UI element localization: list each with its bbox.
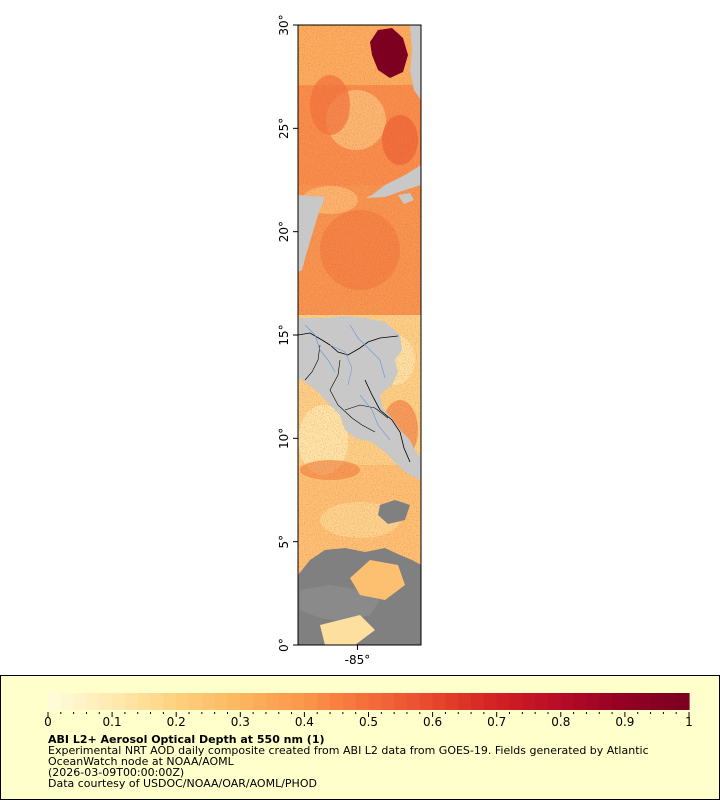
- colorbar-segment: [291, 693, 305, 710]
- legend-description-continued: OceanWatch node at NOAA/AOML: [48, 755, 234, 768]
- colorbar-segment: [150, 693, 164, 710]
- legend-credit: Data courtesy of USDOC/NOAA/OAR/AOML/PHO…: [48, 777, 317, 790]
- lat-tick-label: 10°: [277, 428, 291, 449]
- lat-tick-label: 5°: [277, 535, 291, 549]
- lat-tick-label: 20°: [277, 221, 291, 242]
- colorbar-segment: [573, 693, 588, 710]
- colorbar-tick-label: 0: [44, 715, 52, 729]
- colorbar-tick-label: 0.6: [423, 715, 442, 729]
- colorbar-segment: [471, 693, 485, 710]
- aod-field: [298, 25, 421, 645]
- colorbar-segment: [586, 693, 600, 710]
- legend-title: ABI L2+ Aerosol Optical Depth at 550 nm …: [48, 733, 325, 746]
- legend-panel: 0 0.1 0.2 0.3 0.4 0.5 0.6 0.7 0.8 0.9 1 ABI L2+ Ae…: [0, 675, 720, 800]
- legend-description: Experimental NRT AOD daily composite cre…: [48, 744, 649, 757]
- colorbar-segment: [253, 693, 267, 710]
- latitude-axis: 0° 5° 10° 15° 20° 25° 30°: [277, 14, 298, 652]
- lon-tick-label: -85°: [345, 653, 371, 667]
- colorbar-segment: [368, 693, 382, 710]
- colorbar-segment: [304, 693, 318, 710]
- colorbar-segment: [137, 693, 152, 710]
- colorbar-segment: [124, 693, 139, 710]
- colorbar-segment: [419, 693, 434, 710]
- colorbar-segment: [189, 693, 203, 710]
- colorbar-segment: [86, 693, 100, 710]
- colorbar-segment: [522, 693, 536, 710]
- colorbar-segment: [509, 693, 523, 710]
- colorbar-segment: [496, 693, 511, 710]
- colorbar-segment: [73, 693, 88, 710]
- colorbar-segment: [637, 693, 652, 710]
- map-svg: 0° 5° 10° 15° 20° 25° 30° -85°: [277, 14, 422, 667]
- colorbar-segment: [406, 693, 421, 710]
- colorbar-segment: [317, 693, 331, 710]
- colorbar-segment: [676, 693, 690, 710]
- colorbar-segment: [112, 693, 126, 710]
- legend-timestamp: (2026-03-09T00:00:00Z): [48, 766, 185, 779]
- colorbar-segment: [265, 693, 280, 710]
- colorbar-segment: [612, 693, 626, 710]
- colorbar-segment: [163, 693, 177, 710]
- colorbar-segment: [60, 693, 75, 710]
- colorbar-segment: [176, 693, 190, 710]
- colorbar-segment: [201, 693, 216, 710]
- colorbar-segment: [214, 693, 229, 710]
- colorbar-segment: [99, 693, 113, 710]
- colorbar-segment: [624, 693, 639, 710]
- colorbar-tick-label: 0.7: [487, 715, 506, 729]
- longitude-axis: -85°: [345, 645, 371, 667]
- colorbar-tick-label: 0.2: [167, 715, 186, 729]
- colorbar-tick-label: 0.9: [615, 715, 634, 729]
- colorbar-tick-label: 0.8: [551, 715, 570, 729]
- colorbar-segment: [355, 693, 370, 710]
- colorbar-tick-label: 0.4: [295, 715, 314, 729]
- lat-tick-label: 15°: [277, 324, 291, 345]
- colorbar-segment: [458, 693, 472, 710]
- colorbar-segment: [330, 693, 344, 710]
- colorbar-segment: [432, 693, 447, 710]
- colorbar-segment: [227, 693, 241, 710]
- colorbar-tick-label: 0.1: [103, 715, 122, 729]
- colorbar-segment: [560, 693, 575, 710]
- colorbar-segment: [535, 693, 549, 710]
- colorbar-segment: [278, 693, 293, 710]
- lat-tick-label: 0°: [277, 638, 291, 652]
- colorbar-segment: [445, 693, 459, 710]
- lat-tick-label: 30°: [277, 14, 291, 35]
- map-panel: 0° 5° 10° 15° 20° 25° 30° -85°: [277, 14, 422, 667]
- colorbar-segment: [483, 693, 498, 710]
- colorbar-tick-label: 0.3: [231, 715, 250, 729]
- colorbar-segment: [663, 693, 677, 710]
- colorbar: 0 0.1 0.2 0.3 0.4 0.5 0.6 0.7 0.8 0.9 1: [44, 693, 693, 729]
- colorbar-segment: [342, 693, 357, 710]
- colorbar-segment: [381, 693, 395, 710]
- lat-tick-label: 25°: [277, 118, 291, 139]
- colorbar-segment: [599, 693, 613, 710]
- colorbar-segment: [394, 693, 408, 710]
- colorbar-segment: [650, 693, 664, 710]
- colorbar-segment: [240, 693, 254, 710]
- colorbar-segment: [547, 693, 562, 710]
- colorbar-segment: [48, 693, 62, 710]
- colorbar-tick-label: 0.5: [359, 715, 378, 729]
- colorbar-tick-label: 1: [685, 715, 693, 729]
